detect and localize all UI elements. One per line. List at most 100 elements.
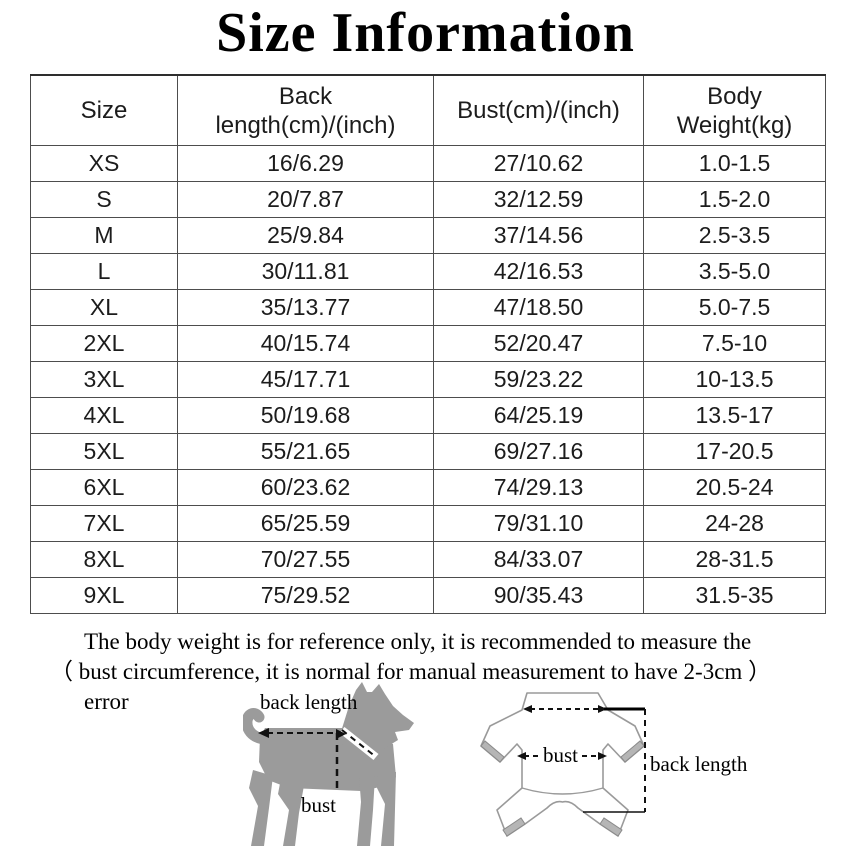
value-cell: 79/31.10 xyxy=(433,505,644,542)
table-row: 6XL 60/23.62 74/29.13 20.5-24 xyxy=(30,469,826,506)
table-row: S 20/7.87 32/12.59 1.5-2.0 xyxy=(30,181,826,218)
value-cell: 27/10.62 xyxy=(433,145,644,182)
value-cell: 28-31.5 xyxy=(643,541,826,578)
reference-note: The body weight is for reference only, i… xyxy=(50,627,820,717)
garment-bust-arrow-left xyxy=(517,752,526,760)
table-row: M 25/9.84 37/14.56 2.5-3.5 xyxy=(30,217,826,254)
value-cell: 16/6.29 xyxy=(177,145,434,182)
dog-illustration xyxy=(243,682,414,846)
value-cell: 69/27.16 xyxy=(433,433,644,470)
value-cell: 47/18.50 xyxy=(433,289,644,326)
size-cell: 7XL xyxy=(30,505,178,542)
size-cell: 6XL xyxy=(30,469,178,506)
size-table: Size Back length(cm)/(inch) Bust(cm)/(in… xyxy=(30,74,826,614)
value-cell: 74/29.13 xyxy=(433,469,644,506)
table-row: 8XL 70/27.55 84/33.07 28-31.5 xyxy=(30,541,826,578)
col-header-body-weight: Body Weight(kg) xyxy=(643,74,826,146)
note-line-2: （ bust circumference, it is normal for m… xyxy=(50,659,772,684)
value-cell: 59/23.22 xyxy=(433,361,644,398)
size-cell: 4XL xyxy=(30,397,178,434)
col-header-back-length-line2: length(cm)/(inch) xyxy=(215,111,396,139)
size-table-header: Size Back length(cm)/(inch) Bust(cm)/(in… xyxy=(30,74,826,146)
value-cell: 75/29.52 xyxy=(177,577,434,614)
value-cell: 50/19.68 xyxy=(177,397,434,434)
value-cell: 3.5-5.0 xyxy=(643,253,826,290)
value-cell: 55/21.65 xyxy=(177,433,434,470)
dog-back-length-arrow-right xyxy=(336,729,346,739)
value-cell: 35/13.77 xyxy=(177,289,434,326)
table-row: 3XL 45/17.71 59/23.22 10-13.5 xyxy=(30,361,826,398)
col-header-back-length: Back length(cm)/(inch) xyxy=(177,74,434,146)
dog-front-leg-near xyxy=(377,772,396,846)
dog-rear-leg-near xyxy=(278,778,305,846)
col-header-bust: Bust(cm)/(inch) xyxy=(433,74,644,146)
table-row: XL 35/13.77 47/18.50 5.0-7.5 xyxy=(30,289,826,326)
dog-front-leg-far xyxy=(357,776,375,846)
table-row: L 30/11.81 42/16.53 3.5-5.0 xyxy=(30,253,826,290)
garment-bust-arrow-right xyxy=(598,752,607,760)
garment-cuff-right-sleeve xyxy=(620,740,645,763)
garment-cuff-left-leg xyxy=(502,817,526,837)
dog-collar-dash-line xyxy=(341,729,377,758)
value-cell: 45/17.71 xyxy=(177,361,434,398)
garment-back-length-label: back length xyxy=(650,752,748,776)
value-cell: 24-28 xyxy=(643,505,826,542)
value-cell: 7.5-10 xyxy=(643,325,826,362)
value-cell: 20/7.87 xyxy=(177,181,434,218)
table-row: 4XL 50/19.68 64/25.19 13.5-17 xyxy=(30,397,826,434)
header-row: Size Back length(cm)/(inch) Bust(cm)/(in… xyxy=(30,74,826,146)
value-cell: 1.5-2.0 xyxy=(643,181,826,218)
size-cell: 5XL xyxy=(30,433,178,470)
table-row: 5XL 55/21.65 69/27.16 17-20.5 xyxy=(30,433,826,470)
value-cell: 13.5-17 xyxy=(643,397,826,434)
dog-head xyxy=(339,682,414,756)
value-cell: 37/14.56 xyxy=(433,217,644,254)
value-cell: 30/11.81 xyxy=(177,253,434,290)
size-cell: XS xyxy=(30,145,178,182)
size-cell: S xyxy=(30,181,178,218)
col-header-body-weight-line1: Body xyxy=(707,82,762,110)
garment-cuff-right-leg xyxy=(599,817,623,837)
col-header-size-label: Size xyxy=(80,97,128,124)
garment-collar-arrow-right xyxy=(598,705,607,713)
value-cell: 40/15.74 xyxy=(177,325,434,362)
size-cell: 8XL xyxy=(30,541,178,578)
value-cell: 17-20.5 xyxy=(643,433,826,470)
garment-waist-seam xyxy=(521,787,604,795)
value-cell: 90/35.43 xyxy=(433,577,644,614)
value-cell: 84/33.07 xyxy=(433,541,644,578)
size-cell: 9XL xyxy=(30,577,178,614)
table-row: XS 16/6.29 27/10.62 1.0-1.5 xyxy=(30,145,826,182)
table-row: 7XL 65/25.59 79/31.10 24-28 xyxy=(30,505,826,542)
value-cell: 42/16.53 xyxy=(433,253,644,290)
value-cell: 10-13.5 xyxy=(643,361,826,398)
garment-collar-arrow-left xyxy=(523,705,532,713)
size-table-body: XS 16/6.29 27/10.62 1.0-1.5 S 20/7.87 32/12.59… xyxy=(30,145,826,614)
garment-bust-label: bust xyxy=(543,743,579,767)
value-cell: 52/20.47 xyxy=(433,325,644,362)
dog-bust-label: bust xyxy=(301,793,337,817)
note-line-1: The body weight is for reference only, i… xyxy=(84,629,752,654)
value-cell: 2.5-3.5 xyxy=(643,217,826,254)
dog-back-length-arrow-left xyxy=(258,728,269,738)
page-title: Size Information xyxy=(216,2,635,64)
dog-back-length-label: back length xyxy=(260,690,358,714)
size-cell: L xyxy=(30,253,178,290)
size-cell: 3XL xyxy=(30,361,178,398)
col-header-back-length-line1: Back xyxy=(278,82,333,110)
col-header-size: Size xyxy=(30,74,178,146)
col-header-body-weight-line2: Weight(kg) xyxy=(676,111,793,139)
size-cell: 2XL xyxy=(30,325,178,362)
garment-illustration xyxy=(480,692,646,837)
value-cell: 70/27.55 xyxy=(177,541,434,578)
size-table-container: Size Back length(cm)/(inch) Bust(cm)/(in… xyxy=(30,74,826,614)
garment-cuff-left-sleeve xyxy=(480,740,505,763)
note-line-3: error xyxy=(84,689,129,714)
table-row: 2XL 40/15.74 52/20.47 7.5-10 xyxy=(30,325,826,362)
size-cell: M xyxy=(30,217,178,254)
dog-rear-leg-far xyxy=(249,770,273,846)
col-header-bust-label: Bust(cm)/(inch) xyxy=(457,97,620,124)
value-cell: 1.0-1.5 xyxy=(643,145,826,182)
value-cell: 65/25.59 xyxy=(177,505,434,542)
